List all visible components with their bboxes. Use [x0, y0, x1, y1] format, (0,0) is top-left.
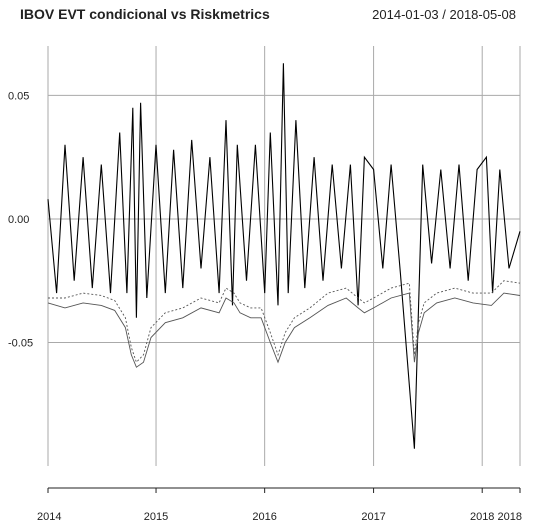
x-tick-label-4: 2018 [470, 511, 494, 523]
x-tick-label-3: 2017 [361, 511, 385, 523]
axis-layer: 2014 2015 2016 2017 2018 2018 0.05 0.00 -0.05 [8, 90, 522, 523]
x-tick-label-0: 2014 [37, 511, 61, 523]
series-layer [47, 63, 521, 449]
x-tick-label-1: 2015 [144, 511, 168, 523]
series-line-returns [47, 63, 521, 449]
y-tick-label-2: -0.05 [8, 337, 33, 349]
chart-date-range: 2014-01-03 / 2018-05-08 [372, 7, 516, 22]
chart-title: IBOV EVT condicional vs Riskmetrics [20, 6, 270, 22]
x-tick-label-2: 2016 [252, 511, 276, 523]
x-tick-label-5: 2018 [498, 511, 522, 523]
series-line-riskmetrics [48, 280, 521, 364]
y-tick-label-0: 0.05 [8, 90, 29, 102]
series-line-evt [47, 292, 521, 368]
grid-layer [47, 46, 521, 466]
y-tick-label-1: 0.00 [8, 214, 29, 226]
